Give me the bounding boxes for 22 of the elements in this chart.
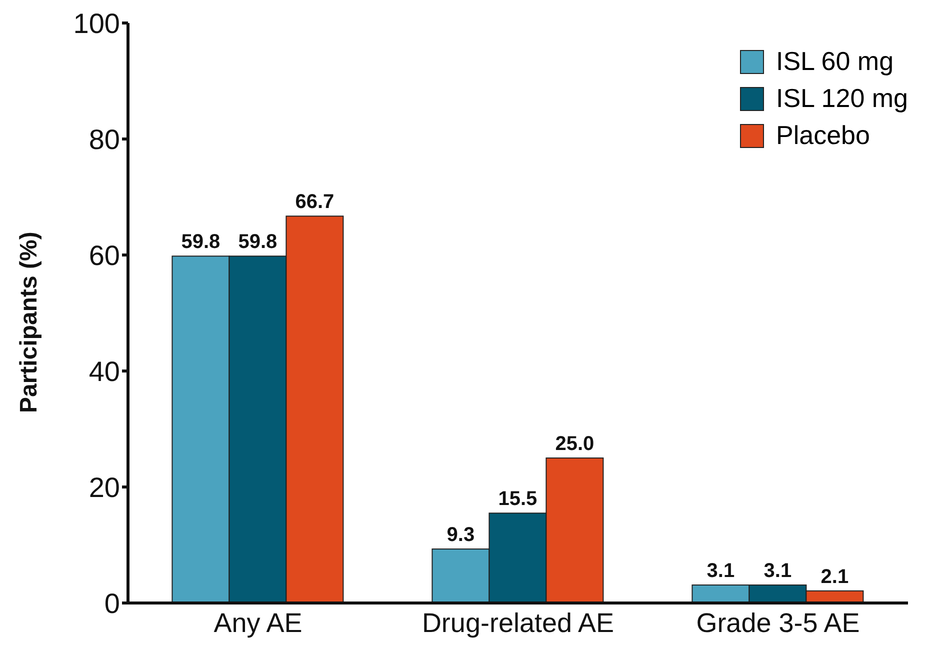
text: 59.8 bbox=[181, 231, 220, 254]
text: 15.5 bbox=[498, 488, 538, 510]
text: 25.0 bbox=[555, 433, 594, 455]
y-tick-label: 60 bbox=[88, 240, 120, 271]
legend-label: Placebo bbox=[776, 120, 870, 151]
text: 2.1 bbox=[820, 566, 849, 588]
x-tick-label: Grade 3-5 AE bbox=[696, 608, 860, 638]
y-tick-label: 80 bbox=[88, 124, 120, 155]
text: 3.1 bbox=[706, 560, 735, 582]
y-tick-label: 0 bbox=[104, 588, 120, 619]
y-tick-label: 20 bbox=[88, 472, 120, 503]
text: 3.1 bbox=[764, 560, 792, 582]
y-tick-label: 100 bbox=[73, 8, 120, 39]
text: 66.7 bbox=[295, 191, 334, 214]
y-axis-title: Participants (%) bbox=[16, 232, 43, 413]
legend-label: ISL 60 mg bbox=[776, 46, 894, 77]
legend-label: ISL 120 mg bbox=[776, 83, 908, 114]
x-tick-label: Any AE bbox=[214, 608, 302, 638]
x-tick-label: Drug-related AE bbox=[422, 608, 614, 638]
text: 9.3 bbox=[446, 524, 475, 546]
text: 59.8 bbox=[238, 231, 278, 254]
y-tick-label: 40 bbox=[88, 356, 120, 387]
